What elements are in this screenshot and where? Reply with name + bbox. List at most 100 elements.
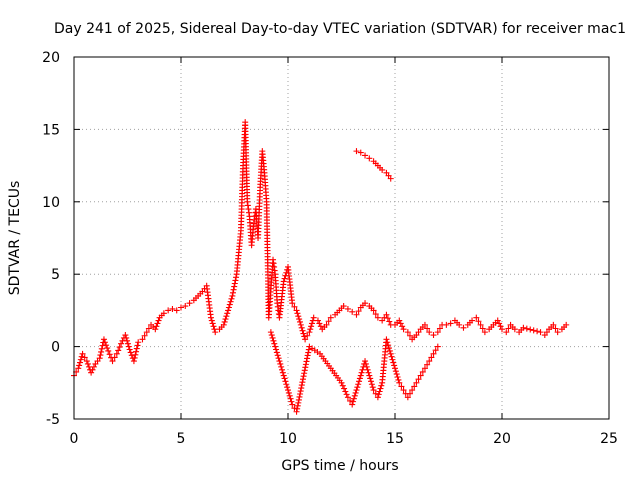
data-point (297, 321, 304, 328)
data-point (314, 317, 321, 324)
data-point (220, 321, 227, 328)
data-point-fill (297, 388, 304, 395)
data-point-fill (294, 310, 301, 317)
data-point-fill (131, 354, 138, 361)
data-point-fill (90, 363, 97, 370)
y-axis-label: SDTVAR / TECUs (7, 181, 23, 296)
data-point-fill (111, 354, 118, 361)
data-point (285, 387, 291, 394)
data-point (477, 321, 484, 328)
data-point (130, 358, 137, 365)
data-point-fill (398, 383, 405, 390)
data-point-fill (232, 277, 239, 284)
data-point (413, 379, 420, 386)
data-point-fill (355, 381, 362, 388)
data-point (353, 148, 360, 155)
data-point (537, 329, 544, 336)
data-point-fill (81, 354, 88, 361)
data-point-fill (155, 317, 162, 324)
data-point-fill (132, 351, 139, 358)
data-point-fill (211, 326, 218, 333)
data-point-fill (364, 366, 371, 373)
data-point-fill (278, 363, 285, 370)
x-tick-label: 20 (493, 431, 511, 447)
data-point-fill (552, 325, 559, 332)
data-point-fill (317, 323, 324, 330)
data-point-fill (279, 366, 286, 373)
data-point (289, 401, 296, 408)
data-point-fill (365, 369, 372, 376)
data-point (178, 304, 184, 311)
data-point-fill (390, 359, 397, 366)
data-point-fill (102, 339, 109, 346)
data-point-fill (386, 347, 393, 354)
data-point-fill (304, 332, 311, 339)
data-point (353, 311, 360, 318)
data-point-fill (133, 348, 140, 355)
tick-layer: 0 5 10 15 20 25 -5 0 5 10 15 20 (42, 50, 618, 447)
data-point (169, 305, 176, 312)
x-axis-label: GPS time / hours (281, 458, 398, 474)
data-point (409, 387, 416, 394)
data-point-fill (286, 392, 293, 399)
data-point-fill (133, 345, 140, 352)
data-point-fill (391, 362, 398, 369)
data-point (400, 326, 407, 333)
data-point (366, 155, 373, 162)
data-point-fill (291, 303, 298, 310)
data-point-fill (375, 391, 382, 398)
data-point-fill (356, 378, 363, 385)
data-point-fill (285, 389, 292, 396)
data-point (267, 329, 274, 336)
grid-layer (74, 57, 609, 419)
data-point (503, 329, 510, 336)
data-point (374, 394, 381, 401)
data-point (387, 175, 394, 182)
data-point-fill (372, 390, 379, 397)
data-point-fill (141, 332, 148, 339)
data-point-fill (299, 376, 306, 383)
data-point-fill (424, 361, 431, 368)
data-point-fill (227, 298, 234, 305)
data-point-fill (367, 375, 374, 382)
data-point-fill (347, 397, 354, 404)
series-0 (71, 119, 570, 379)
data-point-fill (355, 308, 362, 315)
data-point (366, 372, 373, 379)
data-point (362, 152, 369, 159)
data-point (100, 336, 107, 343)
data-point (426, 329, 433, 336)
data-point (118, 340, 125, 347)
data-point-fill (301, 370, 308, 377)
data-point-fill (115, 347, 122, 354)
data-point-fill (210, 323, 217, 330)
data-point (499, 326, 505, 333)
data-point-fill (363, 363, 370, 370)
data-point-fill (225, 304, 232, 311)
data-point-fill (388, 353, 395, 360)
data-point (143, 329, 150, 336)
data-point (520, 324, 527, 331)
data-point-fill (316, 320, 323, 327)
data-point-fill (268, 332, 275, 339)
data-point-fill (497, 323, 504, 330)
data-point (421, 321, 428, 328)
data-point (362, 300, 369, 307)
data-point (396, 317, 403, 324)
y-tick-label: -5 (46, 412, 60, 428)
data-point-fill (385, 342, 392, 349)
data-point-fill (231, 280, 238, 287)
data-point-fill (300, 330, 307, 337)
data-point-fill (302, 361, 309, 368)
data-point-fill (352, 389, 359, 396)
data-point (379, 166, 386, 173)
data-point-fill (145, 325, 152, 332)
data-point-fill (277, 360, 284, 367)
data-point (554, 329, 561, 336)
data-point-fill (295, 399, 302, 406)
data-point-fill (222, 316, 229, 323)
data-point (383, 311, 390, 318)
data-point (310, 314, 317, 321)
data-point-fill (295, 313, 302, 320)
